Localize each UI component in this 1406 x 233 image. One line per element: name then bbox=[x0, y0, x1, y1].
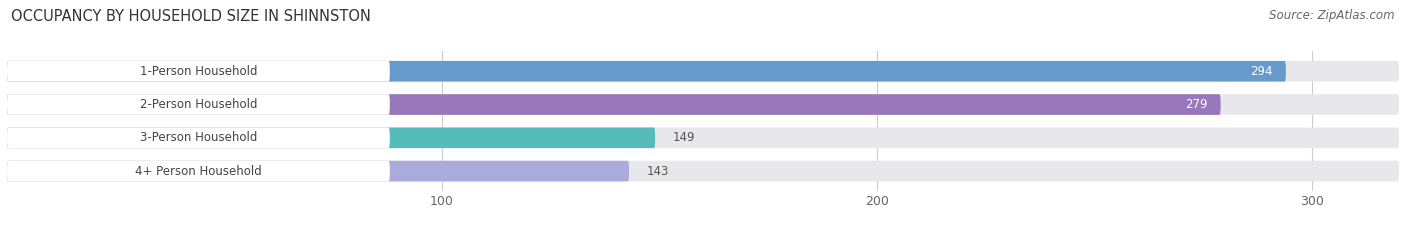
Text: 4+ Person Household: 4+ Person Household bbox=[135, 164, 262, 178]
FancyBboxPatch shape bbox=[7, 127, 1399, 148]
Text: 143: 143 bbox=[647, 164, 669, 178]
Text: OCCUPANCY BY HOUSEHOLD SIZE IN SHINNSTON: OCCUPANCY BY HOUSEHOLD SIZE IN SHINNSTON bbox=[11, 9, 371, 24]
FancyBboxPatch shape bbox=[7, 161, 389, 182]
FancyBboxPatch shape bbox=[7, 61, 1399, 82]
FancyBboxPatch shape bbox=[7, 127, 655, 148]
Text: 1-Person Household: 1-Person Household bbox=[139, 65, 257, 78]
FancyBboxPatch shape bbox=[7, 94, 1399, 115]
FancyBboxPatch shape bbox=[7, 94, 1220, 115]
Text: Source: ZipAtlas.com: Source: ZipAtlas.com bbox=[1270, 9, 1395, 22]
FancyBboxPatch shape bbox=[7, 161, 628, 182]
Text: 279: 279 bbox=[1185, 98, 1208, 111]
FancyBboxPatch shape bbox=[7, 94, 389, 115]
Text: 149: 149 bbox=[672, 131, 695, 144]
Text: 2-Person Household: 2-Person Household bbox=[139, 98, 257, 111]
FancyBboxPatch shape bbox=[7, 61, 389, 82]
Text: 3-Person Household: 3-Person Household bbox=[139, 131, 257, 144]
Text: 294: 294 bbox=[1250, 65, 1272, 78]
FancyBboxPatch shape bbox=[7, 127, 389, 148]
FancyBboxPatch shape bbox=[7, 161, 1399, 182]
FancyBboxPatch shape bbox=[7, 61, 1286, 82]
